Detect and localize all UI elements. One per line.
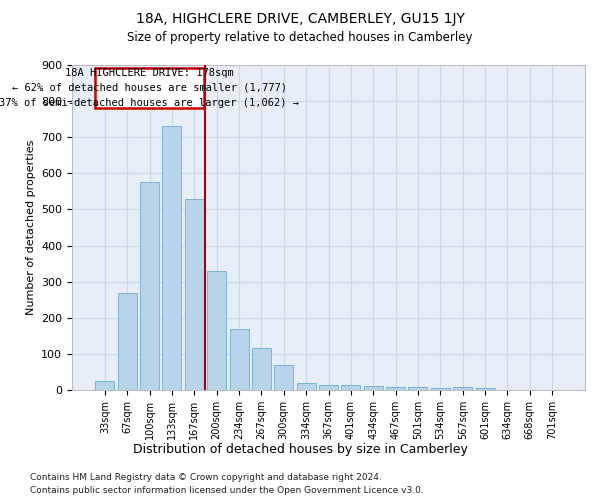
Bar xyxy=(453,387,472,390)
Bar xyxy=(296,383,316,390)
Bar xyxy=(341,384,361,390)
Bar xyxy=(163,126,181,390)
Bar xyxy=(95,381,115,390)
Bar xyxy=(118,292,137,390)
Bar xyxy=(252,348,271,390)
Bar xyxy=(274,364,293,390)
Bar xyxy=(207,271,226,390)
Bar xyxy=(230,328,248,390)
Text: Size of property relative to detached houses in Camberley: Size of property relative to detached ho… xyxy=(127,31,473,44)
Bar xyxy=(140,182,159,390)
Bar xyxy=(364,386,383,390)
Bar xyxy=(386,387,405,390)
Text: 18A HIGHCLERE DRIVE: 178sqm
← 62% of detached houses are smaller (1,777)
37% of : 18A HIGHCLERE DRIVE: 178sqm ← 62% of det… xyxy=(0,68,299,108)
Y-axis label: Number of detached properties: Number of detached properties xyxy=(26,140,35,315)
Text: Contains HM Land Registry data © Crown copyright and database right 2024.: Contains HM Land Registry data © Crown c… xyxy=(30,472,382,482)
Bar xyxy=(409,388,427,390)
Text: 18A, HIGHCLERE DRIVE, CAMBERLEY, GU15 1JY: 18A, HIGHCLERE DRIVE, CAMBERLEY, GU15 1J… xyxy=(136,12,464,26)
Text: Distribution of detached houses by size in Camberley: Distribution of detached houses by size … xyxy=(133,442,467,456)
Bar xyxy=(319,386,338,390)
Bar xyxy=(431,388,450,390)
Text: Contains public sector information licensed under the Open Government Licence v3: Contains public sector information licen… xyxy=(30,486,424,495)
FancyBboxPatch shape xyxy=(95,68,203,108)
Bar xyxy=(476,388,494,390)
Bar xyxy=(185,198,204,390)
